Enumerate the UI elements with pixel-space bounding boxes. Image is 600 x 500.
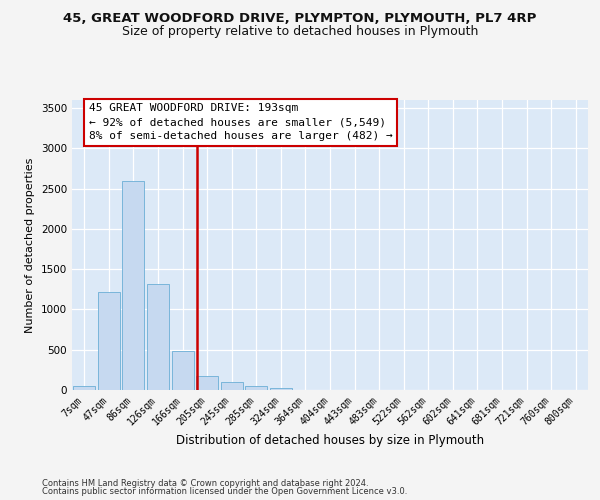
Bar <box>73 386 95 390</box>
Bar <box>122 182 145 390</box>
Bar <box>98 292 120 390</box>
Y-axis label: Number of detached properties: Number of detached properties <box>25 158 35 332</box>
Text: 45, GREAT WOODFORD DRIVE, PLYMPTON, PLYMOUTH, PL7 4RP: 45, GREAT WOODFORD DRIVE, PLYMPTON, PLYM… <box>64 12 536 26</box>
Text: Size of property relative to detached houses in Plymouth: Size of property relative to detached ho… <box>122 25 478 38</box>
Text: 45 GREAT WOODFORD DRIVE: 193sqm
← 92% of detached houses are smaller (5,549)
8% : 45 GREAT WOODFORD DRIVE: 193sqm ← 92% of… <box>89 103 392 141</box>
X-axis label: Distribution of detached houses by size in Plymouth: Distribution of detached houses by size … <box>176 434 484 447</box>
Bar <box>172 350 194 390</box>
Bar <box>147 284 169 390</box>
Bar <box>221 382 243 390</box>
Bar <box>270 388 292 390</box>
Bar <box>196 376 218 390</box>
Text: Contains HM Land Registry data © Crown copyright and database right 2024.: Contains HM Land Registry data © Crown c… <box>42 478 368 488</box>
Bar <box>245 386 268 390</box>
Text: Contains public sector information licensed under the Open Government Licence v3: Contains public sector information licen… <box>42 487 407 496</box>
